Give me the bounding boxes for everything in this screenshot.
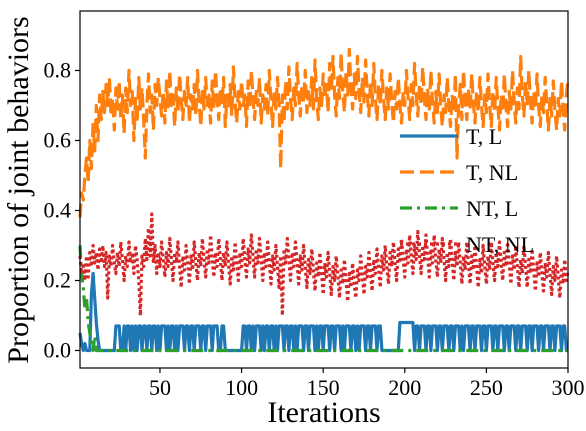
y-tick-label: 0.6 [44,128,72,153]
series-line-t-nl [78,47,570,218]
y-tick-label: 0.8 [44,58,72,83]
x-tick-label: 150 [307,375,340,400]
legend: T, L T, NL NT, L NT, NL [400,124,534,257]
x-axis-label: Iterations [267,396,380,429]
series-line-t-l [78,271,568,353]
legend-label-t-l: T, L [466,124,502,149]
y-tick-label: 0.4 [44,198,72,223]
x-tick-label: 200 [388,375,421,400]
legend-label-t-nl: T, NL [466,160,518,185]
series-line-nt-l [78,245,568,353]
y-tick-label: 0.2 [44,268,72,293]
legend-label-nt-nl: NT, NL [466,232,534,257]
y-tick-label: 0.0 [44,338,72,363]
plot-series [78,47,570,353]
y-axis-ticks: 0.0 0.2 0.4 0.6 0.8 [44,58,80,363]
x-tick-label: 100 [225,375,258,400]
x-tick-label: 50 [149,375,171,400]
x-axis-ticks: 50 100 150 200 250 300 [149,368,585,400]
legend-label-nt-l: NT, L [466,196,518,221]
x-tick-label: 250 [470,375,503,400]
plot-frame [79,10,569,369]
y-axis-label: Proportion of joint behaviors [2,16,35,363]
x-tick-label: 300 [552,375,585,400]
series-line-nt-nl [78,212,570,318]
